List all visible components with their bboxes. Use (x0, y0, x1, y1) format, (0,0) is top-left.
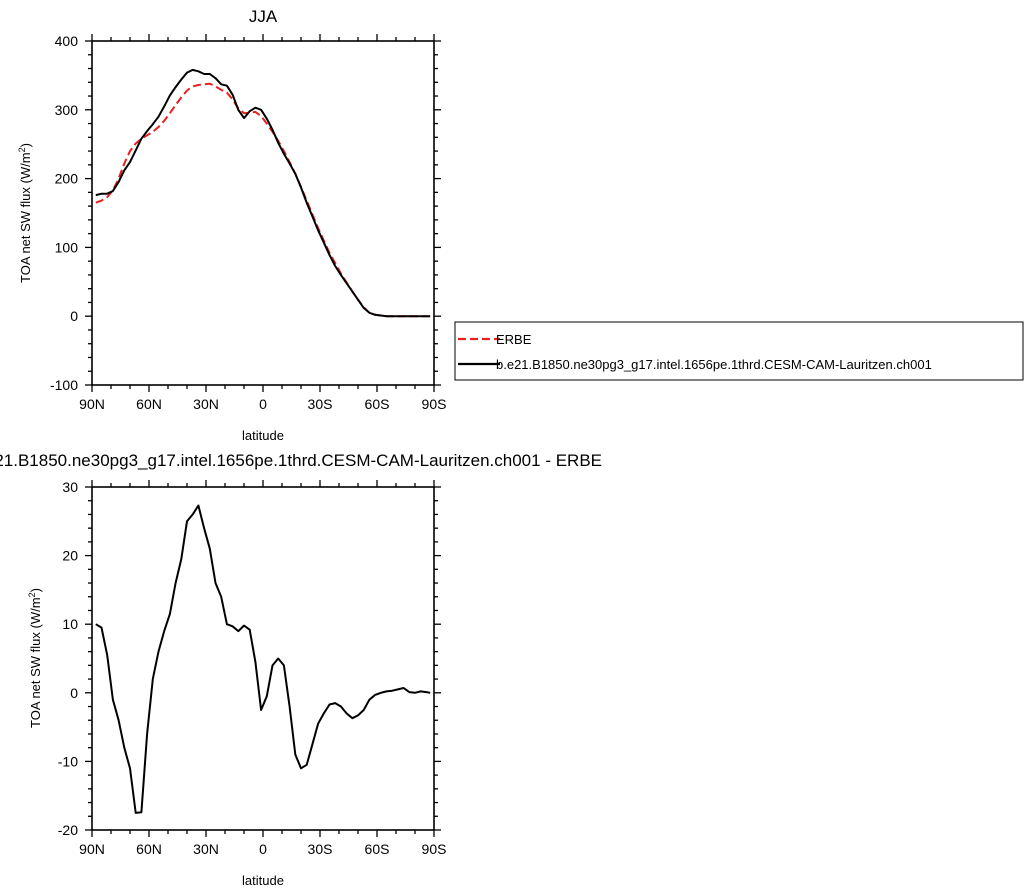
y-tick-label: 100 (55, 239, 79, 255)
top-axis-ticks: 90N 60N 30N 0 30S 60S 90S -100 0 100 200 300 400 (50, 33, 446, 412)
legend-box (454, 321, 1024, 381)
x-tick-label: 90S (422, 841, 447, 857)
x-tick-label: 30S (308, 841, 333, 857)
x-tick-label: 0 (259, 841, 267, 857)
y-tick-label: 30 (62, 479, 78, 495)
legend: ERBE b.e21.B1850.ne30pg3_g17.intel.1656p… (454, 321, 1024, 381)
y-tick-label: 0 (70, 685, 78, 701)
y-tick-label: -100 (50, 377, 78, 393)
legend-label-erbe: ERBE (496, 332, 532, 347)
legend-label-model: b.e21.B1850.ne30pg3_g17.intel.1656pe.1th… (496, 357, 932, 372)
top-series-lines (95, 68, 431, 318)
bottom-y-axis-label: TOA net SW flux (W/m2) (27, 588, 43, 728)
x-tick-label: 30N (193, 396, 219, 412)
y-tick-label: -20 (58, 822, 78, 838)
y-tick-label: -10 (58, 753, 78, 769)
bottom-x-axis-label: latitude (242, 873, 284, 888)
x-tick-label: 60S (365, 396, 390, 412)
y-tick-label: 20 (62, 548, 78, 564)
series-line-0 (95, 504, 431, 814)
bottom-chart-title: b.e21.B1850.ne30pg3_g17.intel.1656pe.1th… (0, 451, 602, 470)
top-y-axis-label: TOA net SW flux (W/m2) (17, 143, 33, 283)
series-line-1 (95, 68, 431, 318)
y-tick-label: 10 (62, 616, 78, 632)
x-tick-label: 30N (193, 841, 219, 857)
bottom-axis-ticks: 90N 60N 30N 0 30S 60S 90S -20 -10 0 10 20 30 (58, 479, 447, 857)
top-x-axis-label: latitude (242, 428, 284, 443)
y-tick-label: 400 (55, 33, 79, 49)
y-tick-label: 200 (55, 171, 79, 187)
x-tick-label: 0 (259, 396, 267, 412)
x-tick-label: 90S (422, 396, 447, 412)
x-tick-label: 30S (308, 396, 333, 412)
y-tick-label: 0 (70, 308, 78, 324)
top-chart-title: JJA (249, 7, 278, 26)
x-tick-label: 60N (136, 841, 162, 857)
bottom-panel: b.e21.B1850.ne30pg3_g17.intel.1656pe.1th… (0, 451, 602, 888)
x-tick-label: 90N (79, 841, 105, 857)
x-tick-label: 60S (365, 841, 390, 857)
x-tick-label: 90N (79, 396, 105, 412)
top-panel: JJA 90N 60N 30N 0 30S 60S 90S -100 0 100 200 300 400… (17, 7, 1024, 443)
x-tick-label: 60N (136, 396, 162, 412)
top-plot-frame (91, 40, 435, 386)
y-tick-label: 300 (55, 102, 79, 118)
series-line-0 (95, 82, 431, 318)
bottom-series-lines (95, 504, 431, 814)
